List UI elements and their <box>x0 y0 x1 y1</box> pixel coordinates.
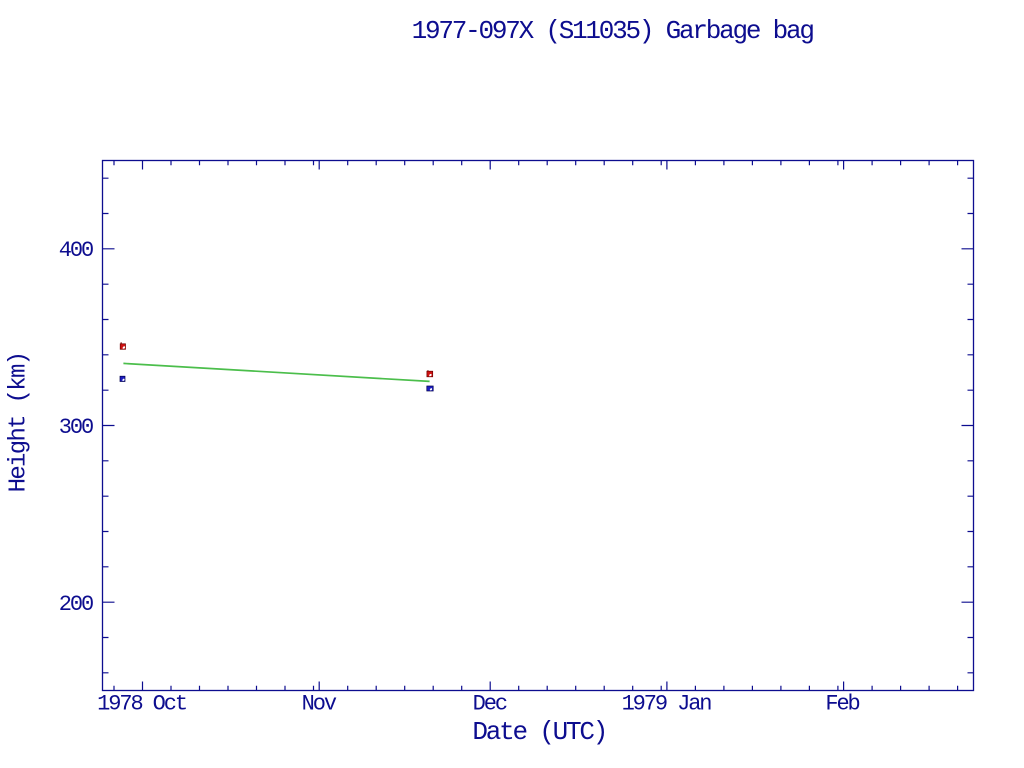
svg-text:400: 400 <box>59 238 93 263</box>
svg-text:Nov: Nov <box>302 692 337 717</box>
svg-text:Feb: Feb <box>825 692 859 717</box>
svg-text:Dec: Dec <box>473 692 507 717</box>
svg-text:1979 Jan: 1979 Jan <box>622 692 712 717</box>
svg-text:Date (UTC): Date (UTC) <box>472 717 606 747</box>
svg-text:Height (km): Height (km) <box>6 353 33 493</box>
svg-text:300: 300 <box>59 415 93 440</box>
svg-text:1977-097X (S11035) Garbage bag: 1977-097X (S11035) Garbage bag <box>412 16 814 46</box>
svg-text:200: 200 <box>59 592 93 617</box>
svg-text:1978 Oct: 1978 Oct <box>97 692 186 717</box>
